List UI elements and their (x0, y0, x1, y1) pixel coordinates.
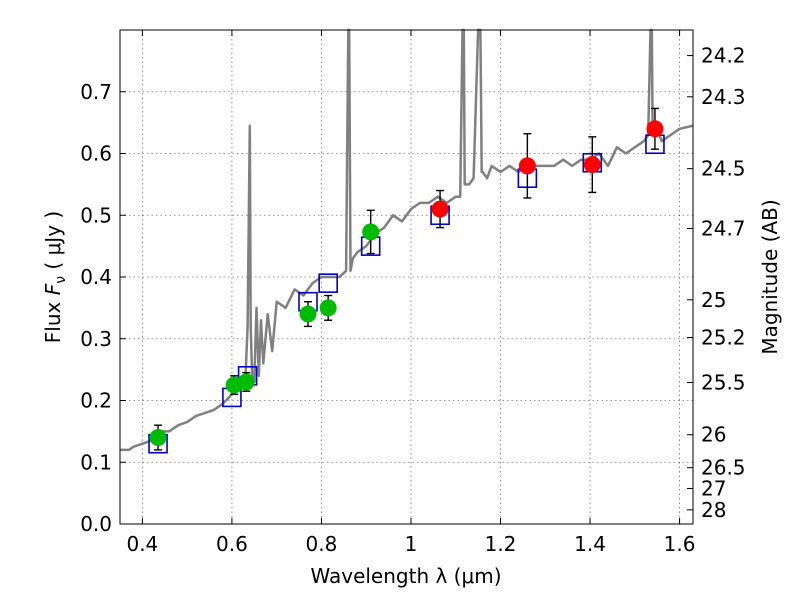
red-data-point (431, 200, 449, 218)
x-tick-label: 0.6 (216, 532, 248, 556)
y-tick-label: 0.2 (80, 389, 112, 413)
model-box-layer (148, 134, 665, 454)
tick-layer: 0.4 0.6 0.8 1 1.2 1.4 1.6 0.0 0.1 0.2 0.3 0.4 0.5 0.6… (80, 30, 746, 556)
green-data-point (362, 223, 380, 241)
x-tick-label: 0.8 (306, 532, 338, 556)
y-axis-label-suffix: ( μJy ) (41, 211, 65, 276)
x-tick-label: 1.2 (485, 532, 517, 556)
x-axis-label: Wavelength λ (μm) (310, 564, 501, 588)
y-axis-label: Flux Fν ( μJy ) (41, 211, 69, 343)
magnitude-tick-label: 25.5 (701, 371, 746, 395)
magnitude-tick-label: 25.2 (701, 326, 746, 350)
y-tick-label: 0.7 (80, 80, 112, 104)
magnitude-tick-label: 26.5 (701, 456, 746, 480)
magnitude-tick-label: 24.3 (701, 85, 746, 109)
magnitude-tick-label: 24.5 (701, 157, 746, 181)
y2-axis-label: Magnitude (AB) (758, 199, 782, 354)
magnitude-tick-label: 27 (701, 476, 726, 500)
y-axis-label-subscript: ν (53, 276, 69, 284)
y-tick-label: 0.0 (80, 512, 112, 536)
magnitude-tick-label: 28 (701, 498, 726, 522)
magnitude-tick-label: 26 (701, 423, 726, 447)
x-tick-label: 0.4 (126, 532, 158, 556)
x-tick-label: 1.6 (664, 532, 696, 556)
grid-layer (120, 30, 693, 525)
magnitude-tick-label: 24.7 (701, 216, 746, 240)
magnitude-tick-label: 25 (701, 288, 726, 312)
green-data-point (237, 373, 255, 391)
green-data-point (299, 305, 317, 323)
y-tick-label: 0.1 (80, 450, 112, 474)
model-spectrum-line (120, 28, 694, 452)
y-tick-label: 0.5 (80, 203, 112, 227)
y-axis-label-symbol: F (41, 283, 65, 295)
data-point-layer (149, 120, 664, 447)
model-flux-box (318, 273, 338, 293)
red-data-point (646, 120, 664, 138)
green-data-point (319, 299, 337, 317)
green-data-point (149, 429, 167, 447)
model-spectrum-layer (120, 28, 694, 452)
red-data-point (583, 156, 601, 174)
y-tick-label: 0.3 (80, 327, 112, 351)
y-tick-label: 0.4 (80, 265, 112, 289)
magnitude-tick-label: 24.2 (701, 44, 746, 68)
x-tick-label: 1.4 (574, 532, 606, 556)
red-data-point (518, 157, 536, 175)
x-tick-label: 1 (405, 532, 418, 556)
y-tick-label: 0.6 (80, 142, 112, 166)
y-axis-label-prefix: Flux (41, 295, 65, 343)
